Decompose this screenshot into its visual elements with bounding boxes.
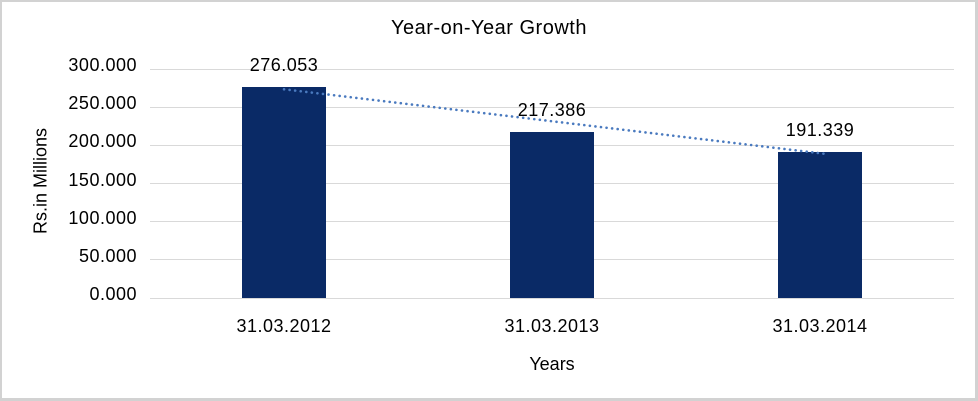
y-tick-label: 300.000 [68, 55, 137, 75]
data-label: 191.339 [785, 119, 855, 140]
gridline [150, 297, 954, 299]
x-tick-label: 31.03.2014 [772, 316, 868, 336]
data-label: 276.053 [249, 55, 319, 76]
bar [510, 132, 594, 298]
bar [778, 151, 862, 298]
x-tick-label: 31.03.2012 [236, 316, 332, 336]
y-tick-label: 250.000 [68, 93, 137, 114]
y-tick-label: 50.000 [78, 245, 137, 266]
data-label: 217.386 [517, 100, 587, 121]
gridline [150, 68, 954, 70]
chart-title: Year-on-Year Growth [391, 17, 587, 39]
y-tick-label: 150.000 [68, 169, 137, 190]
y-tick-label: 0.000 [89, 284, 137, 304]
y-axis-title: Rs.in Millions [30, 127, 51, 235]
x-tick-label: 31.03.2013 [504, 316, 600, 336]
x-axis-title: Years [529, 354, 575, 374]
y-tick-label: 200.000 [68, 131, 137, 152]
bar [242, 87, 326, 298]
y-tick-label: 100.000 [68, 207, 137, 228]
